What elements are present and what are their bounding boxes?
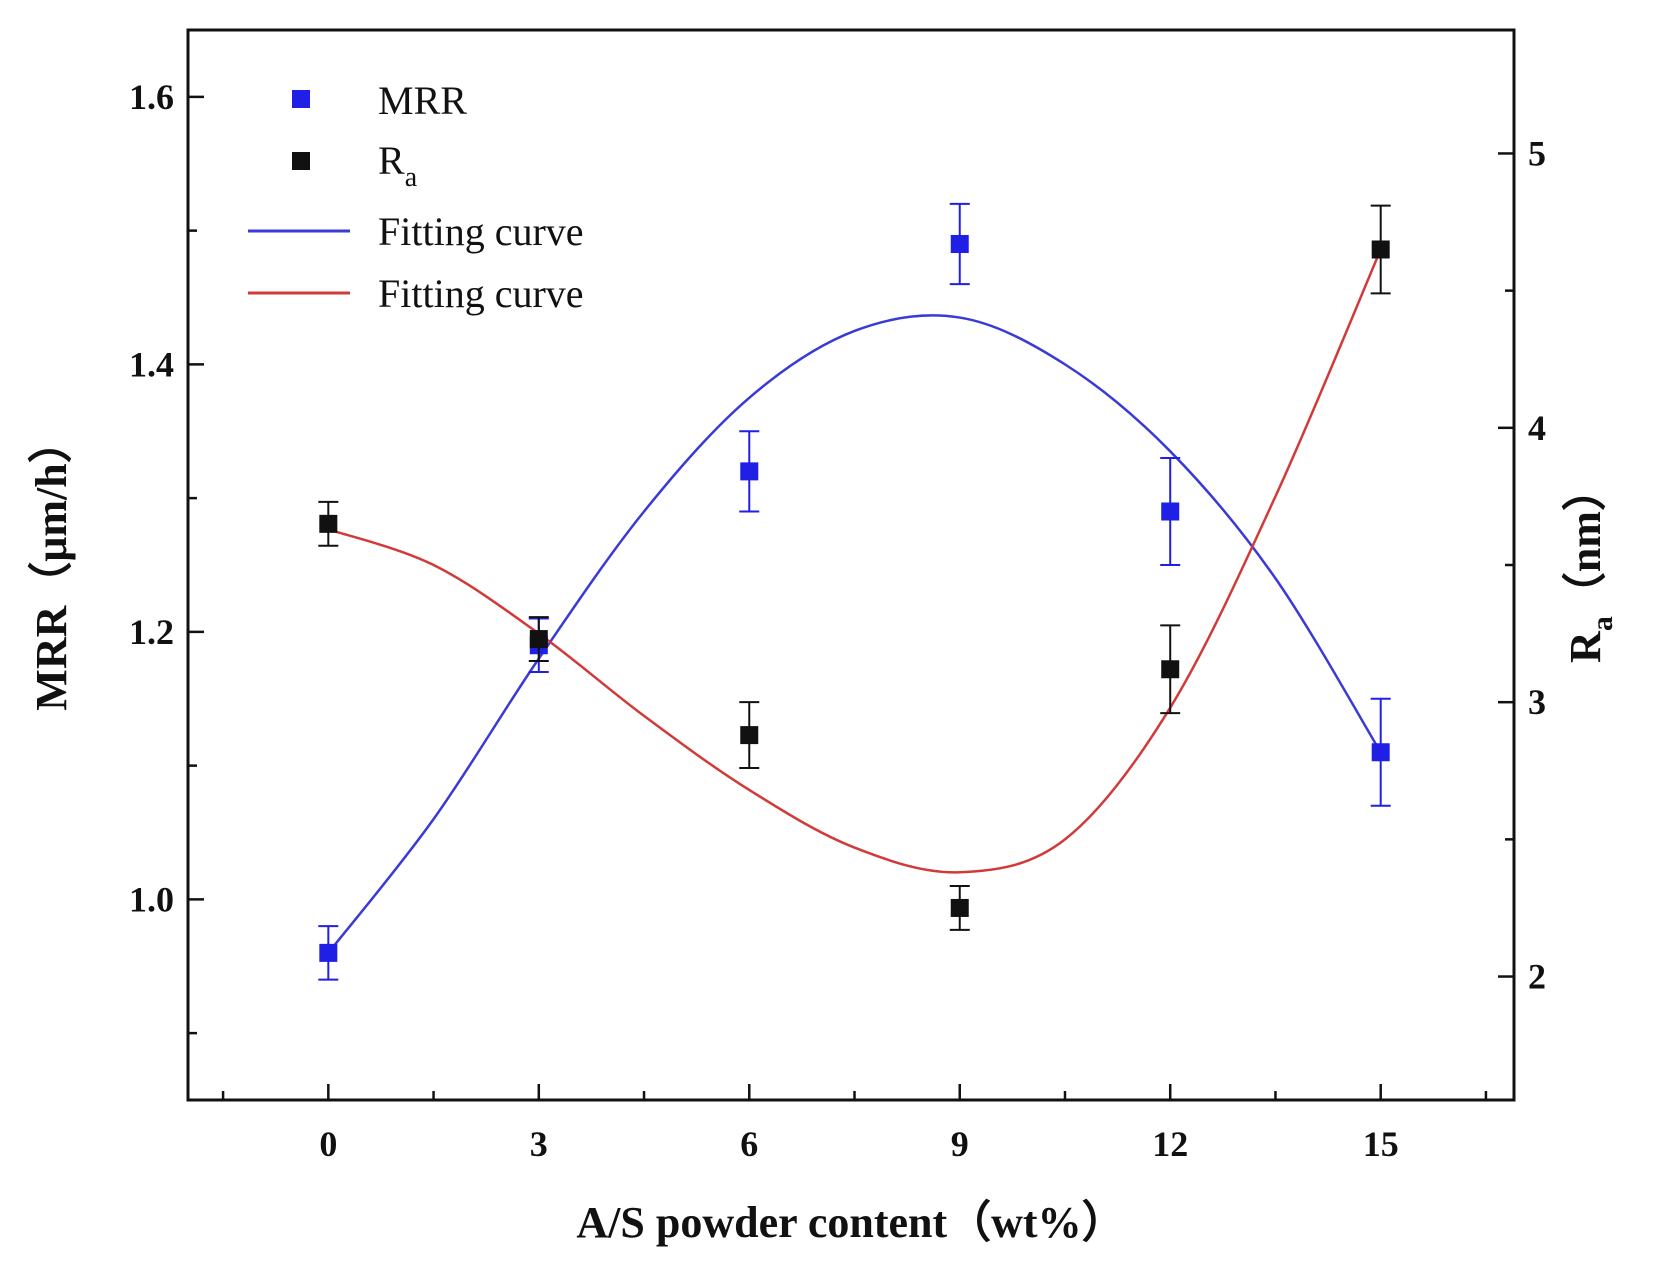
legend-marker-ra <box>292 152 310 170</box>
legend-label-mrr: MRR <box>378 78 467 123</box>
point-mrr <box>740 462 759 481</box>
y-left-axis-title-main: MRR <box>27 604 76 710</box>
x-axis-ticks: 0 3 6 9 12 15 <box>221 1084 1488 1164</box>
y-right-axis-ticks: 2 3 4 5 <box>1498 133 1546 997</box>
y-right-axis-title: Ra（nm） <box>1561 467 1619 663</box>
x-axis-title: A/S powder content（wt%） <box>576 1198 1125 1247</box>
x-tick-label: 3 <box>530 1124 548 1164</box>
y-right-tick-label: 3 <box>1528 682 1546 722</box>
legend-label-ra-sub: a <box>405 162 418 193</box>
fit-curve-mrr <box>327 314 1382 954</box>
y-right-axis-title-sub: a <box>1586 616 1619 631</box>
legend: MRR Ra Fitting curve Fitting curve <box>248 78 584 316</box>
point-ra <box>529 630 548 649</box>
legend-entry-ra: Ra <box>292 138 418 193</box>
legend-entry-fit-red: Fitting curve <box>248 271 584 316</box>
legend-label-fit-red: Fitting curve <box>378 271 584 316</box>
legend-marker-mrr <box>292 90 310 108</box>
legend-label-ra: Ra <box>378 138 418 193</box>
point-ra <box>740 726 759 745</box>
y-left-axis-title-unit: （μm/h） <box>27 419 76 605</box>
point-ra <box>1161 660 1180 679</box>
point-mrr <box>950 235 969 253</box>
data-points <box>318 202 1391 981</box>
legend-entry-mrr: MRR <box>292 78 467 123</box>
legend-label-fit-blue: Fitting curve <box>378 209 584 254</box>
y-right-axis-title-unit: （nm） <box>1561 467 1610 616</box>
y-left-axis-title: MRR（μm/h） <box>27 419 76 710</box>
legend-label-ra-main: R <box>378 138 405 183</box>
x-tick-label: 12 <box>1152 1124 1188 1164</box>
point-mrr <box>1371 743 1390 762</box>
plot-frame <box>186 28 1516 1102</box>
y-right-tick-label: 5 <box>1528 133 1546 173</box>
legend-entry-fit-blue: Fitting curve <box>248 209 584 254</box>
point-ra <box>1371 240 1390 259</box>
point-ra <box>950 898 969 917</box>
y-right-tick-label: 4 <box>1528 408 1546 448</box>
fit-curve-ra <box>327 248 1382 874</box>
y-left-tick-label: 1.2 <box>129 612 174 652</box>
y-left-axis-ticks: 1.0 1.2 1.4 1.6 <box>129 77 204 1035</box>
y-right-axis-title-main: R <box>1561 630 1610 663</box>
y-right-tick-label: 2 <box>1528 957 1546 997</box>
point-mrr <box>1161 502 1180 521</box>
x-tick-label: 9 <box>951 1124 969 1164</box>
y-left-tick-label: 1.6 <box>129 77 174 117</box>
x-tick-label: 15 <box>1363 1124 1399 1164</box>
y-left-tick-label: 1.4 <box>129 344 174 384</box>
x-tick-label: 0 <box>319 1124 337 1164</box>
x-tick-label: 6 <box>740 1124 758 1164</box>
fit-curves <box>327 248 1382 954</box>
point-mrr <box>319 943 338 962</box>
y-left-tick-label: 1.0 <box>129 879 174 919</box>
point-ra <box>319 514 338 533</box>
